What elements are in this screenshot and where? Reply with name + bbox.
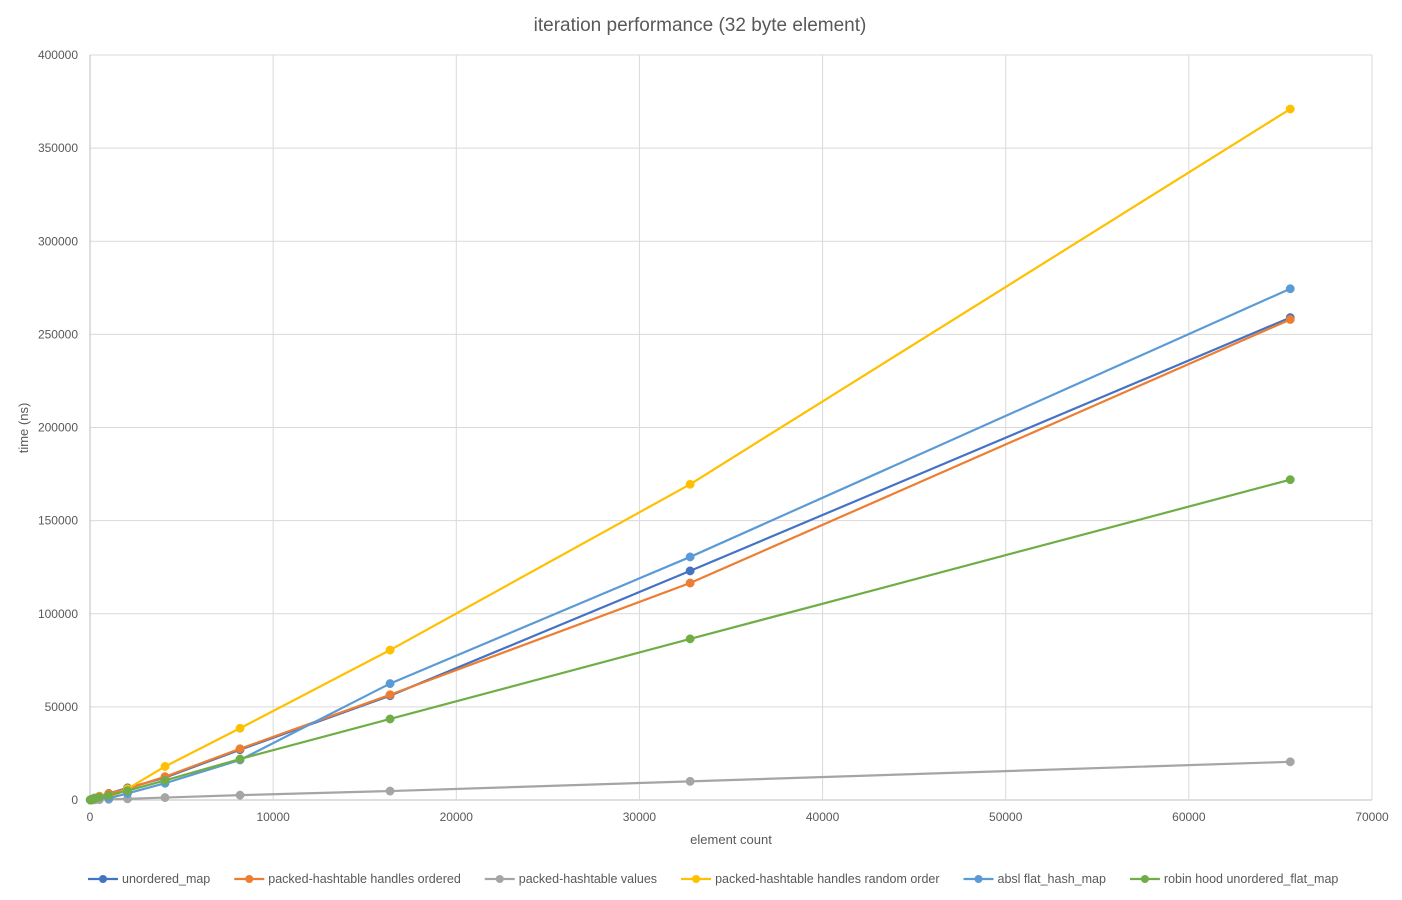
legend-swatch-marker (1140, 875, 1149, 883)
legend-swatch-marker (245, 875, 254, 883)
series-line (89, 287, 1291, 801)
legend-label: robin hood unordered_flat_map (1164, 872, 1338, 886)
grid (89, 54, 1373, 801)
data-point (160, 762, 170, 771)
x-axis-title: element count (690, 832, 772, 847)
data-point (685, 578, 695, 588)
data-point (160, 775, 170, 785)
data-point (235, 723, 245, 733)
y-tick-label: 100000 (38, 607, 78, 621)
data-point (235, 744, 245, 754)
data-point (685, 552, 695, 562)
y-axis-title: time (ns) (16, 403, 31, 454)
data-point (1285, 284, 1295, 294)
legend-item: absl flat_hash_map (963, 872, 1106, 886)
x-tick-label: 20000 (440, 810, 474, 824)
x-tick-label: 60000 (1172, 810, 1206, 824)
data-point (385, 679, 395, 689)
legend-swatch-marker (495, 875, 504, 883)
data-point (685, 566, 695, 576)
x-tick-label: 30000 (623, 810, 657, 824)
legend-label: packed-hashtable handles ordered (268, 872, 461, 886)
data-point (94, 792, 104, 802)
data-point (104, 790, 114, 800)
x-axis-ticks: 0 10000 20000 30000 40000 50000 60000 70000 (87, 810, 1389, 824)
data-point (385, 714, 395, 724)
x-tick-label: 70000 (1355, 810, 1389, 824)
y-tick-label: 250000 (38, 327, 78, 341)
data-point (385, 690, 395, 700)
x-tick-label: 40000 (806, 810, 840, 824)
x-tick-label: 50000 (989, 810, 1023, 824)
series-line (89, 108, 1291, 801)
y-tick-label: 300000 (38, 234, 78, 248)
y-tick-label: 350000 (38, 141, 78, 155)
x-tick-label: 0 (87, 810, 94, 824)
data-point (685, 479, 695, 489)
y-tick-label: 50000 (45, 700, 79, 714)
legend-swatch-marker (99, 875, 107, 883)
legend-item: packed-hashtable values (484, 872, 657, 886)
legend-label: unordered_map (122, 872, 210, 886)
y-axis-ticks: 0 50000 100000 150000 200000 250000 300000 3500… (38, 48, 78, 807)
legend-item: packed-hashtable handles ordered (234, 872, 461, 886)
data-point (685, 776, 695, 786)
data-point (160, 793, 170, 803)
data-point (385, 786, 395, 796)
legend-label: absl flat_hash_map (998, 872, 1106, 886)
chart-title: iteration performance (32 byte element) (534, 15, 867, 36)
legend-swatch-marker (974, 875, 983, 883)
data-point (1285, 104, 1295, 114)
series-lines (85, 104, 1295, 805)
y-tick-label: 200000 (38, 421, 78, 435)
y-tick-label: 400000 (38, 48, 78, 62)
series-2 (85, 757, 1295, 805)
legend-swatch-marker (692, 875, 701, 883)
series-4 (85, 284, 1295, 805)
y-tick-label: 0 (71, 793, 78, 807)
legend: unordered_map packed-hashtable handles or… (88, 872, 1338, 886)
data-point (385, 645, 395, 655)
data-point (235, 790, 245, 800)
data-point (123, 786, 132, 796)
legend-item: robin hood unordered_flat_map (1129, 872, 1338, 886)
series-3 (85, 104, 1295, 805)
data-point (685, 634, 695, 644)
data-point (1285, 475, 1295, 485)
legend-label: packed-hashtable handles random order (715, 872, 939, 886)
series-5 (85, 475, 1295, 805)
legend-label: packed-hashtable values (519, 872, 657, 886)
x-tick-label: 10000 (256, 810, 290, 824)
legend-item: unordered_map (88, 872, 210, 886)
y-tick-label: 150000 (38, 514, 78, 528)
data-point (1285, 757, 1295, 767)
data-point (235, 754, 245, 764)
data-point (1285, 315, 1295, 324)
legend-item: packed-hashtable handles random order (681, 872, 940, 886)
